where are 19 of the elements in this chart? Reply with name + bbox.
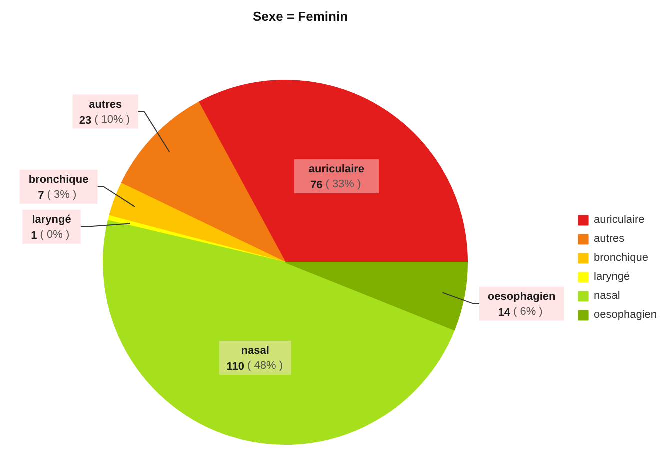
slice-label: laryngé (32, 214, 72, 226)
data-label: 76 ( 33% ) (310, 178, 362, 192)
slice-label: autres (89, 98, 122, 111)
legend-label: laryngé (594, 270, 630, 282)
data-label: 1 ( 0% ) (31, 228, 70, 242)
data-label: 23 ( 10% ) (79, 114, 130, 127)
legend-label: auriculaire (594, 214, 645, 226)
slice-label: bronchique (28, 174, 89, 186)
data-label: 7 ( 3% ) (38, 188, 77, 202)
chart-title: Sexe = Feminin (252, 9, 348, 24)
legend-label: autres (594, 232, 625, 244)
data-label: 14 ( 6% ) (498, 306, 543, 319)
slice-label: oesophagien (488, 290, 556, 303)
slice-label: nasal (241, 344, 270, 357)
data-label: 110 ( 48% ) (226, 360, 284, 373)
legend-label: nasal (594, 290, 620, 302)
legend-label: bronchique (594, 252, 648, 264)
slice-label: auriculaire (308, 164, 365, 176)
legend-label: oesophagien (594, 308, 658, 320)
